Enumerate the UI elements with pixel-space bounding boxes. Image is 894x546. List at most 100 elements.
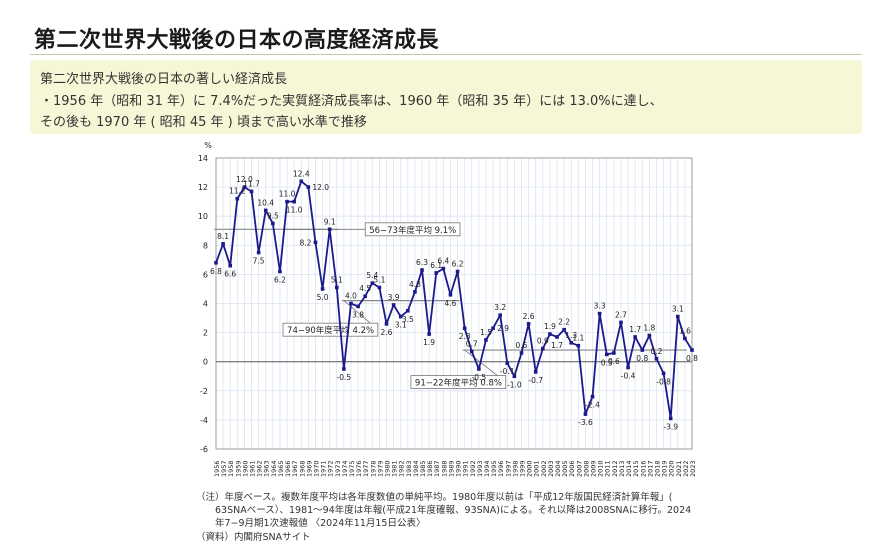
x-tick-label: 1962 — [256, 460, 264, 477]
data-point — [299, 179, 304, 184]
data-point — [334, 285, 339, 290]
x-tick-label: 1965 — [277, 460, 285, 477]
data-label: 1.8 — [643, 324, 655, 333]
data-point — [484, 338, 488, 342]
data-label: 9.5 — [267, 211, 279, 220]
data-point — [683, 336, 687, 341]
data-point — [349, 301, 353, 306]
data-label: 1.5 — [480, 328, 492, 337]
data-label: 5.1 — [331, 275, 343, 284]
x-tick-label: 2017 — [646, 460, 654, 477]
data-point — [590, 394, 595, 399]
x-tick-label: 1966 — [284, 460, 292, 477]
data-point — [562, 327, 566, 332]
data-label: 6.2 — [452, 259, 464, 268]
data-label: 1.7 — [629, 325, 641, 334]
y-tick-label: 2 — [203, 329, 208, 338]
x-tick-label: 1989 — [447, 460, 455, 477]
data-point — [214, 260, 218, 265]
data-label: 3.2 — [494, 303, 506, 312]
x-tick-label: 1963 — [263, 460, 271, 477]
x-tick-label: 1973 — [334, 460, 342, 477]
x-tick-label: 1996 — [497, 460, 505, 477]
data-label: 4.5 — [359, 284, 371, 293]
data-label: 2.6 — [523, 312, 535, 321]
x-tick-label: 1976 — [355, 460, 363, 477]
note-line-continuation: その後も 1970 年 ( 昭和 45 年 ) 頃まで高い水準で推移 — [40, 115, 367, 130]
x-tick-label: 1956 — [213, 460, 221, 477]
data-label: -2.4 — [585, 401, 600, 410]
x-tick-label: 2002 — [540, 460, 548, 477]
x-tick-label: 1961 — [249, 460, 257, 477]
data-point — [441, 266, 446, 271]
data-point — [285, 199, 289, 204]
data-point — [420, 268, 424, 272]
data-label: 1.1 — [572, 334, 584, 343]
data-label: 11.2 — [229, 187, 246, 196]
data-label: 9.1 — [324, 217, 336, 226]
data-point — [406, 308, 410, 313]
data-point — [462, 326, 467, 331]
x-tick-label: 1974 — [341, 460, 349, 477]
data-label: -0.7 — [528, 376, 543, 385]
data-label: 12.4 — [293, 169, 310, 178]
data-point — [235, 196, 240, 201]
y-tick-label: -4 — [200, 416, 208, 425]
data-point — [271, 221, 275, 226]
data-point — [548, 332, 552, 336]
title-divider — [30, 54, 862, 55]
data-point — [661, 371, 666, 376]
data-label: 0.5 — [601, 358, 613, 367]
x-tick-label: 2004 — [554, 460, 562, 477]
data-point — [448, 292, 453, 297]
y-tick-label: 6 — [203, 270, 208, 279]
data-point — [292, 199, 296, 204]
data-point — [512, 374, 517, 379]
data-point — [619, 320, 623, 325]
data-point — [413, 290, 417, 294]
data-point — [469, 349, 474, 354]
data-point — [555, 335, 559, 339]
data-label: 6.1 — [430, 261, 442, 270]
page-title: 第二次世界大戦後の日本の高度経済成長 — [34, 28, 440, 53]
data-label: 2.3 — [459, 332, 471, 341]
data-point — [455, 269, 460, 274]
x-tick-label: 2019 — [661, 460, 669, 477]
data-label: 6.8 — [210, 267, 222, 276]
x-tick-label: 2014 — [625, 460, 633, 477]
x-tick-label: 2001 — [533, 460, 541, 477]
data-label: 11.0 — [286, 206, 303, 215]
x-tick-label: 1975 — [348, 460, 356, 477]
data-point — [541, 346, 545, 351]
callout-box — [410, 375, 507, 389]
data-label: 6.4 — [437, 257, 449, 266]
data-label: -0.4 — [621, 372, 636, 381]
note-line-bullet: ・1956 年（昭和 31 年）に 7.4%だった実質経済成長率は、1960 年… — [40, 94, 663, 109]
data-label: 3.8 — [352, 310, 364, 319]
x-tick-label: 1957 — [220, 460, 228, 477]
y-tick-label: 4 — [203, 300, 208, 309]
x-tick-label: 1994 — [483, 460, 491, 477]
x-tick-label: 2012 — [611, 460, 619, 477]
data-point — [626, 365, 630, 370]
data-label: -3.6 — [578, 418, 593, 427]
data-label: -0.8 — [656, 377, 671, 386]
x-tick-label: 2007 — [575, 460, 583, 477]
data-point — [640, 348, 645, 352]
y-tick-label: 12 — [198, 183, 208, 192]
data-point — [228, 263, 233, 268]
x-tick-label: 2008 — [582, 460, 590, 477]
x-tick-label: 2015 — [632, 460, 640, 477]
data-point — [221, 242, 225, 246]
data-label: 5.0 — [317, 293, 329, 302]
x-tick-label: 1984 — [412, 460, 420, 477]
data-label: 8.2 — [300, 238, 312, 247]
data-point — [242, 185, 247, 189]
x-tick-label: 2011 — [604, 460, 612, 477]
footnote-source: （資料）内閣府SNAサイト — [196, 532, 311, 543]
data-point — [597, 311, 602, 316]
x-tick-label: 1992 — [469, 460, 477, 477]
data-point — [647, 333, 652, 338]
x-tick-label: 1977 — [362, 460, 370, 477]
